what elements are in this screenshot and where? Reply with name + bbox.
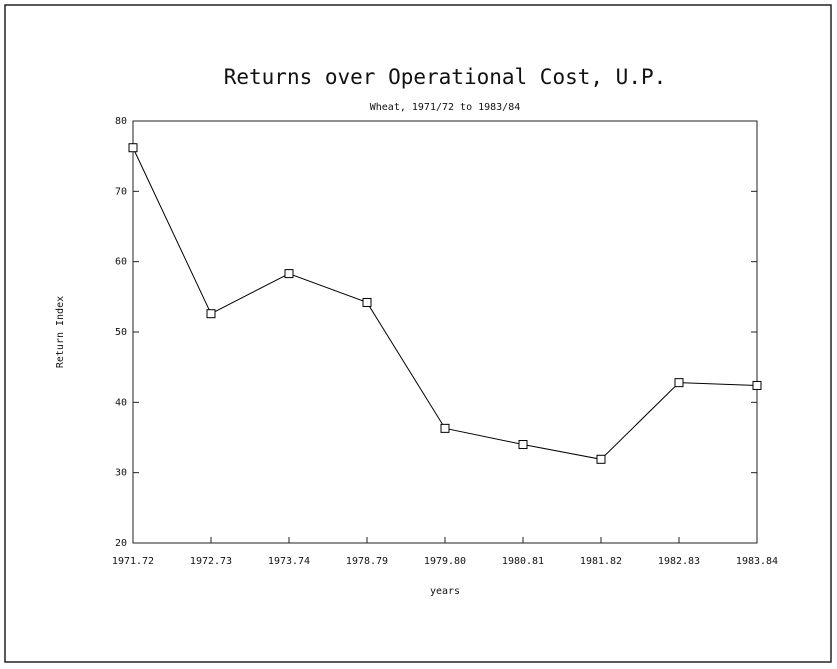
y-tick-label: 60 xyxy=(115,257,127,268)
y-tick-label: 40 xyxy=(115,397,127,408)
point-marker xyxy=(440,423,450,433)
y-tick-label: 20 xyxy=(115,538,127,549)
point-marker xyxy=(596,454,606,464)
x-axis-label: years xyxy=(430,586,460,597)
point-marker xyxy=(518,440,528,450)
point-marker xyxy=(674,378,684,388)
frame xyxy=(4,4,832,663)
point-marker xyxy=(284,269,294,279)
y-axis-label: Return Index xyxy=(55,296,66,368)
x-tick-label: 1978.79 xyxy=(346,556,388,567)
point-marker xyxy=(752,380,762,390)
x-tick-label: 1983.84 xyxy=(736,556,778,567)
x-tick-label: 1979.80 xyxy=(424,556,466,567)
x-tick-label: 1971.72 xyxy=(112,556,154,567)
y-tick-label: 80 xyxy=(115,116,127,127)
x-tick-label: 1980.81 xyxy=(502,556,544,567)
point-marker xyxy=(206,309,216,319)
x-tick-label: 1981.82 xyxy=(580,556,622,567)
y-tick-label: 50 xyxy=(115,327,127,338)
plot-area xyxy=(132,120,758,544)
y-tick-label: 30 xyxy=(115,468,127,479)
x-tick-label: 1973.74 xyxy=(268,556,310,567)
chart-title: Returns over Operational Cost, U.P. xyxy=(224,65,667,89)
y-tick-label: 70 xyxy=(115,186,127,197)
chart-subtitle: Wheat, 1971/72 to 1983/84 xyxy=(370,102,521,113)
point-marker xyxy=(128,143,138,153)
point-marker xyxy=(362,297,372,307)
data-line xyxy=(132,147,758,460)
x-tick-label: 1972.73 xyxy=(190,556,232,567)
x-tick-label: 1982.83 xyxy=(658,556,700,567)
